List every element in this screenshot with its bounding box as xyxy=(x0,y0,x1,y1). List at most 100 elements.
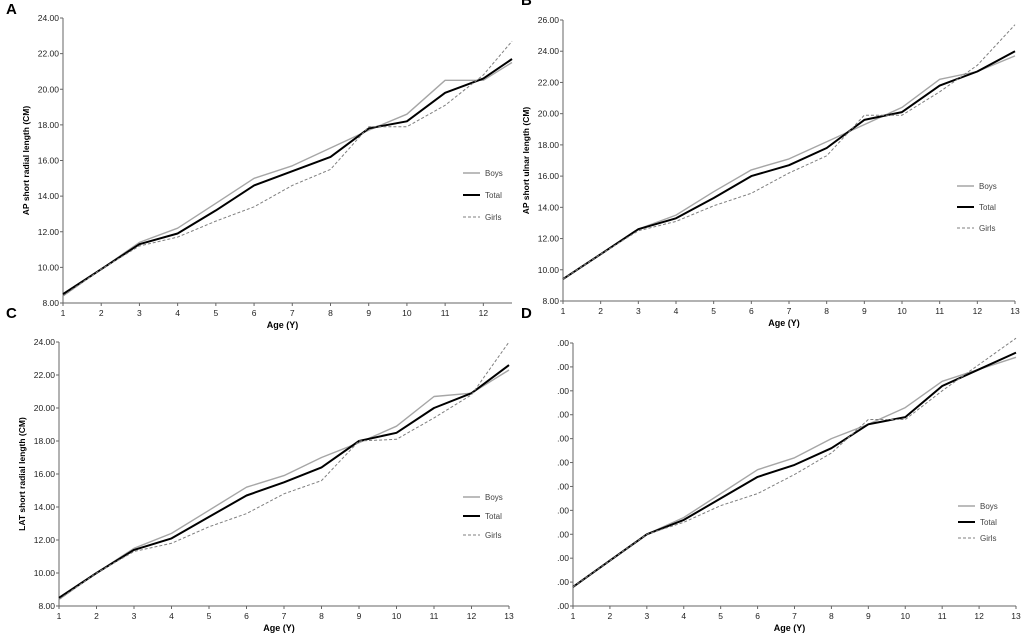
y-tick-label: .00 xyxy=(557,529,569,539)
y-tick-label: 12.00 xyxy=(538,234,560,244)
x-tick-label: 10 xyxy=(901,611,911,621)
y-tick-label: 22.00 xyxy=(38,49,60,59)
x-tick-label: 2 xyxy=(94,611,99,621)
x-tick-label: 5 xyxy=(213,308,218,318)
x-tick-label: 2 xyxy=(598,306,603,316)
y-tick-label: .00 xyxy=(557,458,569,468)
y-tick-label: 24.00 xyxy=(34,337,56,347)
x-tick-label: 4 xyxy=(175,308,180,318)
x-tick-label: 11 xyxy=(430,611,439,621)
x-tick-label: 2 xyxy=(608,611,613,621)
y-tick-label: 20.00 xyxy=(34,403,56,413)
x-tick-label: 13 xyxy=(1011,611,1021,621)
y-tick-label: .00 xyxy=(557,338,569,348)
legend-label-girls: Girls xyxy=(980,534,996,543)
x-tick-label: 7 xyxy=(290,308,295,318)
x-tick-label: 11 xyxy=(935,306,944,316)
x-tick-label: 7 xyxy=(792,611,797,621)
y-axis-label: AP short ulnar length (CM) xyxy=(521,107,531,215)
y-tick-label: 10.00 xyxy=(34,568,56,578)
legend-label-total: Total xyxy=(485,191,502,200)
y-tick-label: 12.00 xyxy=(34,535,56,545)
y-tick-label: .00 xyxy=(557,601,569,611)
x-tick-label: 3 xyxy=(636,306,641,316)
y-tick-label: 8.00 xyxy=(542,296,559,306)
x-tick-label: 7 xyxy=(787,306,792,316)
x-tick-label: 12 xyxy=(467,611,477,621)
y-tick-label: .00 xyxy=(557,434,569,444)
x-tick-label: 1 xyxy=(57,611,62,621)
y-tick-label: 18.00 xyxy=(38,120,60,130)
x-tick-label: 6 xyxy=(755,611,760,621)
x-tick-label: 3 xyxy=(132,611,137,621)
y-tick-label: 12.00 xyxy=(38,227,60,237)
x-tick-label: 8 xyxy=(824,306,829,316)
x-tick-label: 9 xyxy=(862,306,867,316)
x-tick-label: 10 xyxy=(392,611,402,621)
x-tick-label: 10 xyxy=(402,308,412,318)
x-tick-label: 9 xyxy=(366,308,371,318)
x-tick-label: 8 xyxy=(319,611,324,621)
x-tick-label: 1 xyxy=(571,611,576,621)
series-line-girls xyxy=(62,40,513,297)
x-tick-label: 6 xyxy=(244,611,249,621)
y-tick-label: .00 xyxy=(557,505,569,515)
y-tick-label: .00 xyxy=(557,386,569,396)
y-tick-label: .00 xyxy=(557,553,569,563)
x-tick-label: 3 xyxy=(137,308,142,318)
legend-label-boys: Boys xyxy=(485,169,503,178)
legend-label-boys: Boys xyxy=(979,182,997,191)
x-tick-label: 9 xyxy=(866,611,871,621)
x-tick-label: 12 xyxy=(479,308,489,318)
y-tick-label: .00 xyxy=(557,362,569,372)
y-tick-label: 16.00 xyxy=(538,171,560,181)
y-tick-label: 18.00 xyxy=(34,436,56,446)
y-axis-label: LAT short radial length (CM) xyxy=(17,417,27,531)
panel-label: A xyxy=(6,1,17,18)
x-tick-label: 5 xyxy=(718,611,723,621)
y-tick-label: 14.00 xyxy=(38,191,60,201)
series-line-total xyxy=(58,364,510,599)
y-tick-label: 14.00 xyxy=(34,502,56,512)
x-tick-label: 9 xyxy=(357,611,362,621)
x-tick-label: 1 xyxy=(561,306,566,316)
x-tick-label: 2 xyxy=(99,308,104,318)
y-tick-label: 24.00 xyxy=(38,13,60,23)
legend-label-boys: Boys xyxy=(980,502,998,511)
legend-label-girls: Girls xyxy=(485,531,501,540)
legend-label-girls: Girls xyxy=(485,213,501,222)
y-tick-label: 16.00 xyxy=(34,469,56,479)
y-tick-label: .00 xyxy=(557,481,569,491)
y-tick-label: 8.00 xyxy=(42,298,59,308)
legend-label-girls: Girls xyxy=(979,224,995,233)
x-tick-label: 13 xyxy=(504,611,514,621)
y-tick-label: 20.00 xyxy=(38,84,60,94)
y-tick-label: 14.00 xyxy=(538,202,560,212)
x-tick-label: 8 xyxy=(829,611,834,621)
x-tick-label: 3 xyxy=(644,611,649,621)
y-tick-label: 10.00 xyxy=(538,265,560,275)
x-tick-label: 6 xyxy=(252,308,257,318)
panel-label: D xyxy=(521,305,532,322)
y-tick-label: 22.00 xyxy=(538,77,560,87)
panel-label: B xyxy=(521,0,532,9)
x-tick-label: 4 xyxy=(674,306,679,316)
chart-panel-a: A 8.00 10.00 12.00 14.00 16.00 18.00 20.00 22.00… xyxy=(6,1,513,330)
x-tick-label: 11 xyxy=(938,611,947,621)
x-axis-label: Age (Y) xyxy=(267,320,299,330)
y-tick-label: 22.00 xyxy=(34,370,56,380)
x-tick-label: 6 xyxy=(749,306,754,316)
legend-label-total: Total xyxy=(980,518,997,527)
y-tick-label: .00 xyxy=(557,410,569,420)
x-tick-label: 11 xyxy=(441,308,450,318)
y-tick-label: 26.00 xyxy=(538,15,560,25)
panel-label: C xyxy=(6,305,17,322)
legend-label-boys: Boys xyxy=(485,493,503,502)
x-tick-label: 8 xyxy=(328,308,333,318)
legend-label-total: Total xyxy=(979,203,996,212)
x-tick-label: 5 xyxy=(207,611,212,621)
series-line-girls xyxy=(572,337,1017,588)
x-tick-label: 4 xyxy=(681,611,686,621)
